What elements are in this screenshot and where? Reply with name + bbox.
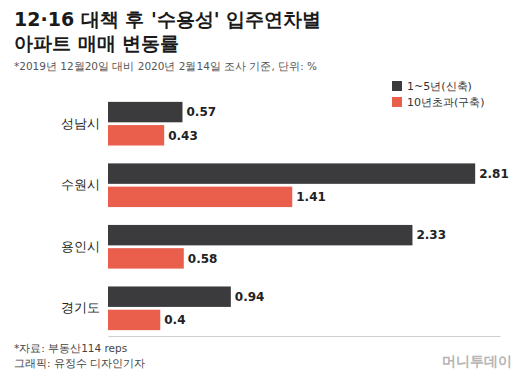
category-tick: 수원시 [61,177,108,192]
data-label: 1.41 [296,190,326,204]
category-label: 용인시 [61,239,100,254]
category-tick: 경기도 [61,300,108,315]
legend: 1~5년(신축) 10년초과(구축) [392,80,485,109]
x-axis-line [109,336,501,337]
background [0,0,524,378]
legend-label: 1~5년(신축) [407,80,472,93]
legend-swatch [392,97,402,107]
bar [108,163,475,183]
data-labels: 0.57 2.81 2.33 0.94 0.43 1.41 0.58 0.4 [164,105,509,327]
bar [108,286,231,306]
title-line: 12·16 대책 후 '수용성' 입주연차별 [14,8,321,30]
bar [108,102,182,122]
legend-swatch [392,81,402,91]
data-label: 2.33 [416,228,446,242]
annotation: 그래픽: 유정수 디자인기자 [14,357,145,369]
category-tick: 용인시 [61,239,108,254]
bar [108,225,412,245]
data-label: 0.4 [164,313,185,327]
data-label: 0.58 [188,252,218,266]
chart-svg: 12·16 대책 후 '수용성' 입주연차별아파트 매매 변동률 *2019년 1… [0,0,524,378]
bars [108,102,475,330]
category-tick: 성남시 [61,116,108,131]
data-label: 2.81 [479,167,509,181]
bar [108,187,292,207]
title-line: 아파트 매매 변동률 [14,32,179,54]
category-label: 경기도 [61,300,100,315]
watermark: 머니투데이 [442,353,512,369]
bar [108,310,160,330]
category-axis: 성남시수원시용인시경기도 [61,116,108,316]
category-label: 수원시 [61,177,100,192]
title: 12·16 대책 후 '수용성' 입주연차별아파트 매매 변동률 [14,8,321,54]
x-axis [109,336,501,337]
category-label: 성남시 [61,116,100,131]
subtitle: *2019년 12월20일 대비 2020년 2월14일 조사 기준, 단위: … [14,60,317,72]
data-label: 0.94 [235,290,265,304]
data-label: 0.57 [186,105,216,119]
chart-container: 12·16 대책 후 '수용성' 입주연차별아파트 매매 변동률 *2019년 1… [0,0,524,378]
bar [108,125,164,145]
data-label: 0.43 [168,129,198,143]
annotation: *자료: 부동산114 reps [14,342,127,354]
bar [108,248,184,268]
legend-label: 10년초과(구축) [407,96,485,109]
